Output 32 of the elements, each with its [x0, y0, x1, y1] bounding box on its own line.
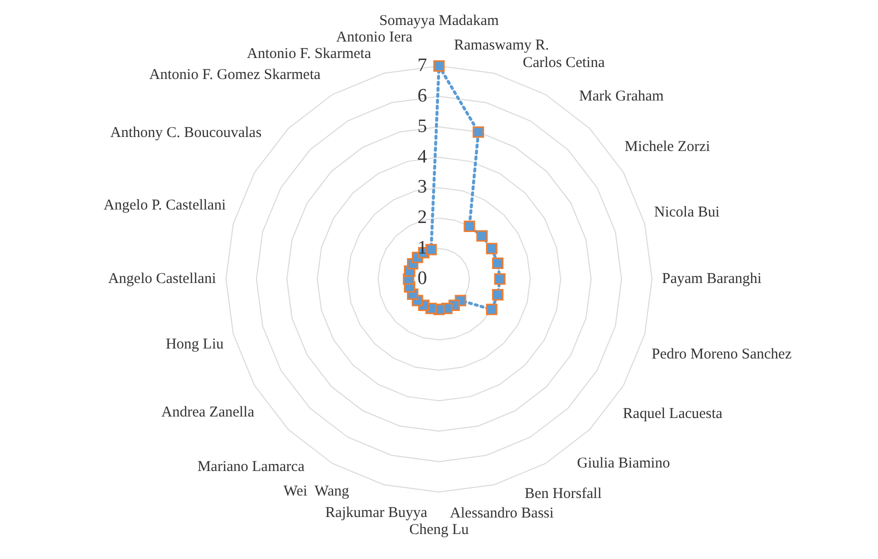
y-tick-label: 1: [418, 238, 427, 259]
spoke-label: Alessandro Bassi: [450, 505, 554, 522]
y-tick-label: 2: [418, 207, 427, 228]
spoke-label: Antonio F. Gomez Skarmeta: [149, 66, 321, 83]
spoke-label: Wei Wang: [283, 483, 350, 500]
spoke-label: Ramaswamy R.: [454, 38, 550, 54]
y-tick-label: 3: [418, 176, 427, 198]
y-tick-label: 6: [418, 85, 427, 106]
spoke-label: Ben Horsfall: [524, 486, 602, 502]
spoke-label: Michele Zorzi: [624, 139, 710, 156]
spoke-label: Angelo Castellani: [108, 270, 216, 287]
y-tick-label: 4: [418, 146, 428, 168]
y-tick-label: 5: [418, 116, 427, 137]
spoke-label: Antonio Iera: [336, 29, 413, 46]
spoke-label: Giulia Biamino: [577, 455, 670, 472]
spoke-label: Antonio F. Skarmeta: [246, 46, 372, 62]
spoke-label: Cheng Lu: [409, 522, 470, 538]
spoke-label: Mark Graham: [579, 88, 664, 105]
spoke-label: Somayya Madakam: [379, 12, 500, 29]
spoke-label: Raquel Lacuesta: [622, 406, 723, 422]
spoke-label: Mariano Lamarca: [197, 458, 305, 475]
spoke-label: Rajkumar Buyya: [325, 505, 428, 522]
spoke-label: Angelo P. Castellani: [104, 197, 226, 214]
y-tick-label: 0: [418, 268, 427, 289]
spoke-label: Nicola Bui: [654, 204, 720, 221]
spoke-label: Payam Baranghi: [662, 270, 762, 287]
spoke-label: Pedro Moreno Sanchez: [652, 346, 792, 363]
spoke-label: Hong Liu: [166, 336, 224, 352]
spoke-label: Carlos Cetina: [522, 54, 606, 71]
y-tick-label: 7: [418, 54, 427, 76]
spoke-label: Andrea Zanella: [161, 404, 255, 420]
spoke-label: Anthony C. Boucouvalas: [110, 124, 262, 141]
